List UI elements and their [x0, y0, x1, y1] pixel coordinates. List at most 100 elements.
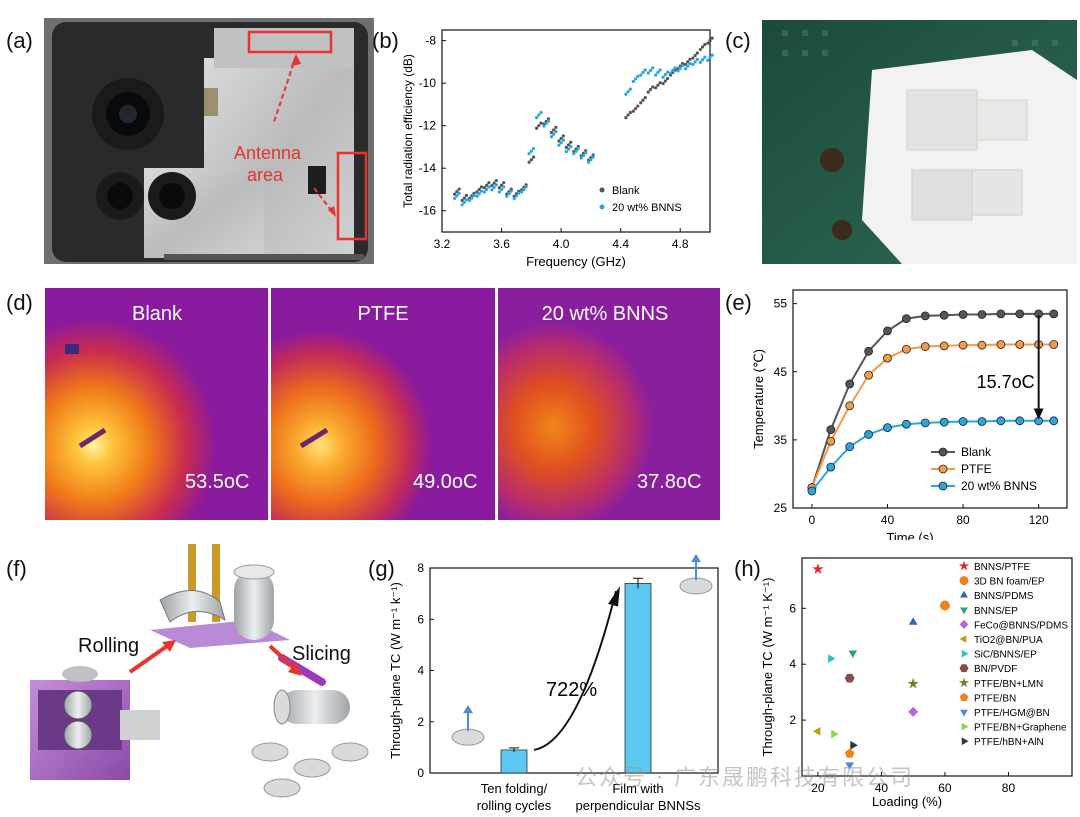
chart-g-through-plane-tc: 0 2 4 6 8 Ten folding/rolling cycles Film with…: [388, 553, 719, 813]
data-point-blank: [683, 62, 688, 67]
data-point-bnns: [661, 75, 665, 79]
data-point-bnns: [651, 66, 655, 70]
y-tick-label: 35: [774, 433, 788, 447]
data-point-bnns: [676, 69, 680, 73]
y-tick-label: 2: [789, 713, 796, 727]
y-tick-label: 6: [417, 612, 424, 626]
bar: [624, 582, 652, 774]
data-point: [812, 726, 821, 736]
antenna-box-top: [247, 30, 333, 54]
y-tick-label: 4: [417, 664, 424, 678]
x-tick-label: 3.6: [493, 237, 510, 251]
data-point-bnns: [492, 185, 496, 189]
chart-h-tc-vs-loading: 20 40 60 80 2 4 6 BNNS/PTFE 3D BN foam/EP BNNS/PD…: [760, 557, 1073, 809]
category-label: Ten folding/: [481, 781, 548, 796]
data-point-blank: [549, 130, 554, 135]
data-point-bnns: [584, 151, 588, 155]
slicing-label: Slicing: [292, 643, 351, 665]
data-point-blank: [487, 181, 491, 185]
data-point-blank: [485, 183, 489, 187]
legend-label: PTFE/BN: [974, 693, 1016, 704]
legend-marker: [958, 677, 970, 688]
data-point-bnns: [706, 58, 710, 62]
data-point-bnns: [691, 62, 695, 67]
legend-label: PTFE: [961, 462, 992, 476]
y-tick-label: 0: [417, 766, 424, 780]
data-point-blank: [531, 155, 536, 159]
data-point-bnns: [479, 189, 484, 193]
data-point: [996, 340, 1006, 349]
legend-marker: [599, 187, 605, 193]
data-point-bnns: [683, 67, 688, 71]
thermal-images: Blank PTFE 20 wt% BNNS 53.5oC 49.0oC 37.…: [45, 288, 720, 520]
x-tick-label: 120: [1029, 513, 1049, 527]
data-point: [826, 436, 836, 446]
data-point-bnns: [708, 56, 712, 60]
chart-e-temperature: 0 40 80 120 25 35 45 55 15.7oC Time (s) Temperatur…: [751, 289, 1068, 540]
data-point-bnns: [561, 138, 565, 142]
data-point-blank: [706, 41, 710, 45]
data-point: [826, 462, 836, 472]
category-label: perpendicular BNNSs: [575, 798, 701, 813]
data-point-blank: [539, 121, 543, 125]
data-point-blank: [695, 51, 699, 55]
data-point-bnns: [631, 79, 635, 84]
antenna-label-line2: area: [247, 165, 284, 185]
data-point-blank: [641, 98, 645, 102]
data-point-bnns: [693, 60, 697, 64]
data-point-bnns: [490, 188, 494, 192]
legend-label: SiC/BNNS/EP: [974, 650, 1037, 661]
increase-arrow-head: [608, 585, 620, 607]
data-point-blank: [453, 192, 457, 196]
data-point-blank: [703, 42, 707, 47]
data-point: [958, 310, 968, 319]
x-tick-label: 20: [811, 781, 825, 795]
y-tick-label: 6: [789, 601, 796, 615]
data-point-blank: [654, 86, 658, 90]
data-point: [1015, 416, 1025, 426]
x-tick-label: 60: [938, 781, 952, 795]
data-point-bnns: [549, 135, 554, 139]
data-point-bnns: [487, 185, 491, 189]
x-tick-label: 80: [1002, 781, 1016, 795]
x-tick-label: 80: [956, 513, 970, 527]
legend-label: TiO2@BN/PUA: [974, 635, 1043, 646]
data-point-bnns: [559, 141, 563, 145]
data-point: [939, 310, 949, 320]
legend-marker: [960, 709, 968, 717]
data-point: [939, 600, 950, 611]
data-point-blank: [686, 60, 690, 64]
data-point-blank: [497, 186, 501, 190]
data-point: [1015, 309, 1025, 319]
data-point-blank: [665, 76, 670, 81]
panel-label-g: (g): [368, 556, 395, 581]
data-point-blank: [648, 87, 653, 92]
panel-label-a: (a): [6, 28, 33, 53]
panel-label-d: (d): [6, 290, 33, 315]
data-point-blank: [693, 53, 697, 58]
data-point-bnns: [460, 203, 464, 207]
data-point-bnns: [663, 73, 667, 77]
data-point-blank: [457, 187, 461, 191]
difference-arrow-head: [1033, 408, 1044, 420]
data-point-bnns: [517, 191, 521, 195]
legend-marker: [960, 607, 968, 615]
legend-label: PTFE/HGM@BN: [974, 708, 1050, 719]
category-label: rolling cycles: [477, 798, 552, 813]
data-point: [901, 344, 911, 354]
watermark: 公众号 · 广东晟鹏科技有限公司: [575, 766, 914, 791]
data-point: [977, 310, 987, 319]
legend-marker: [961, 737, 969, 746]
data-point-bnns: [485, 187, 489, 192]
data-point-bnns: [546, 119, 551, 123]
data-point-bnns: [507, 192, 511, 196]
data-point: [844, 748, 855, 758]
data-point-blank: [646, 90, 650, 94]
y-tick-label: -14: [419, 161, 437, 175]
data-point-bnns: [658, 68, 662, 72]
data-point: [845, 401, 855, 411]
data-point: [844, 673, 855, 683]
data-point-blank: [537, 124, 541, 128]
legend-label: 20 wt% BNNS: [961, 479, 1037, 493]
data-point-bnns: [566, 147, 571, 151]
